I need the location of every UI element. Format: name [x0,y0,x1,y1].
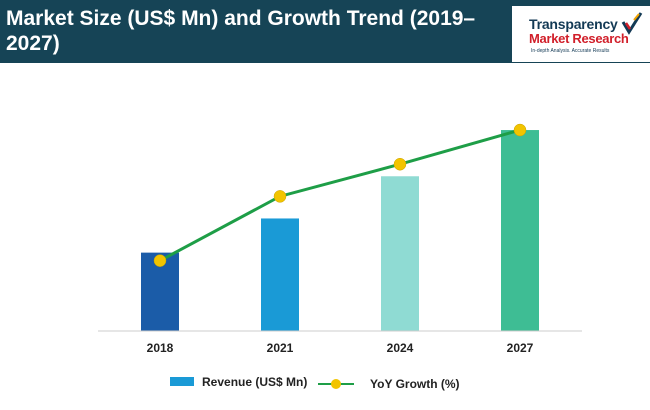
growth-line [159,128,521,262]
x-tick-label-2018: 2018 [147,341,174,355]
legend-label-growth: YoY Growth (%) [370,377,460,391]
bar-2021 [261,218,299,331]
revenue-bars [141,130,539,331]
title-banner: Market Size (US$ Mn) and Growth Trend (2… [0,0,650,63]
growth-point-2018 [153,254,167,267]
growth-line-layer [153,123,527,267]
logo-name-line1: Transparency [529,16,618,32]
growth-point-2024 [393,157,407,171]
x-axis-tick-labels: 2018 2021 2024 2027 [147,341,534,355]
logo-name-line2: Market Research [529,31,629,46]
legend-swatch-growth-marker [331,379,341,389]
x-tick-label-2024: 2024 [387,341,414,355]
growth-point-2027 [513,123,527,137]
legend-label-revenue: Revenue (US$ Mn) [202,375,307,389]
x-tick-label-2027: 2027 [507,341,534,355]
x-tick-label-2021: 2021 [267,341,294,355]
bar-2027 [501,130,539,331]
growth-point-2021 [273,190,287,203]
logo-tagline: In-depth Analysis. Accurate Results [531,48,610,54]
company-logo: Transparency Market Research In-depth An… [512,6,650,62]
legend-swatch-revenue [170,377,194,386]
chart-title: Market Size (US$ Mn) and Growth Trend (2… [6,7,476,55]
bar-2024 [381,176,419,331]
checkmark-logo-icon [621,12,643,35]
chart-legend: Revenue (US$ Mn) YoY Growth (%) [170,375,460,391]
